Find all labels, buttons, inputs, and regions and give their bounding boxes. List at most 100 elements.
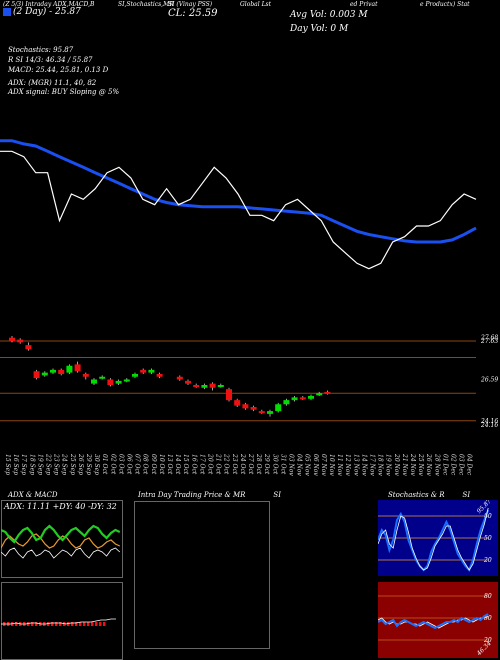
x-tick-label: 17 Sep: [20, 454, 27, 475]
stoch-y-label: 20: [483, 557, 492, 564]
rsi-y-label: 50: [484, 615, 492, 622]
x-tick-label: 23 Oct: [231, 453, 238, 475]
candle-body: [74, 364, 81, 372]
x-tick-label: 03 Nov: [288, 454, 295, 476]
candle-body: [217, 385, 224, 387]
macd-histogram-bar: [55, 622, 58, 626]
x-tick-label: 29 Sep: [85, 453, 92, 475]
macd-histogram-bar: [83, 622, 86, 626]
x-tick-label: 21 Oct: [215, 453, 222, 475]
candle-body: [58, 369, 65, 374]
candle-body: [50, 369, 56, 373]
macd-readout: MACD: 25.44, 25.81, 0.13 D: [8, 66, 109, 74]
macd-histogram-bar: [79, 622, 82, 626]
macd-histogram-bar: [91, 622, 94, 626]
x-tick-label: 26 Sep: [77, 453, 84, 475]
moving-average-line: [0, 139, 477, 244]
candle-body: [226, 389, 232, 401]
x-tick-label: 09 Oct: [150, 454, 157, 475]
candle-body: [267, 411, 273, 414]
price-line: [0, 150, 477, 270]
y-tick-label: 27.63: [480, 338, 498, 345]
x-tick-label: 19 Nov: [385, 454, 392, 476]
macd-histogram-bar: [95, 622, 98, 626]
x-tick-label: 07 Nov: [320, 454, 327, 476]
macd-histogram-bar: [103, 622, 106, 626]
x-tick-label: 01 Oct: [101, 454, 108, 475]
rsi-y-label: 80: [484, 593, 492, 600]
adx-readout: ADX: (MGR) 11.1, 40, 82: [8, 79, 97, 87]
x-tick-label: 17 Nov: [369, 454, 376, 476]
header-line-3: SI (Vinay PSS): [168, 1, 213, 8]
candle-body: [107, 379, 114, 385]
price-ma-chart: [0, 139, 477, 270]
candle-body: [250, 407, 257, 410]
avg-volume: Avg Vol: 0.003 M: [290, 10, 368, 20]
x-tick-label: 14 Oct: [174, 454, 181, 475]
x-tick-label: 04 Nov: [296, 454, 303, 476]
header-line-2: SI,Stochastics,MR: [118, 1, 174, 8]
candle-body: [66, 365, 73, 373]
x-tick-label: 25 Nov: [417, 453, 424, 476]
candle-body: [82, 374, 89, 377]
macd-histogram-bar: [27, 622, 30, 626]
candle-body: [176, 376, 183, 380]
macd-histogram-bar: [87, 622, 90, 626]
candle-body: [308, 396, 314, 399]
candle-body: [25, 345, 32, 350]
close-price: CL: 25.59: [168, 8, 218, 19]
x-tick-label: 24 Nov: [409, 453, 416, 476]
macd-histogram-bar: [31, 622, 34, 626]
header-line-4: Global Lst: [240, 1, 272, 8]
day-volume: Day Vol: 0 M: [290, 24, 349, 34]
x-tick-label: 28 Oct: [255, 453, 262, 475]
macd-histogram-bar: [15, 622, 18, 626]
candle-body: [316, 393, 323, 396]
intraday-panel: [134, 501, 270, 649]
macd-histogram-bar: [47, 622, 50, 626]
x-tick-label: 18 Sep: [28, 454, 35, 475]
x-tick-label: 12 Nov: [344, 454, 351, 476]
x-tick-label: 07 Oct: [134, 454, 141, 475]
x-tick-label: 16 Sep: [12, 454, 19, 475]
x-tick-label: 13 Oct: [166, 454, 173, 475]
x-tick-label: 29 Oct: [263, 453, 270, 475]
rsi-line: [378, 613, 489, 630]
x-tick-label: 04 Dec: [466, 454, 473, 476]
candle-body: [9, 337, 15, 341]
x-tick-label: 14 Nov: [360, 454, 367, 476]
x-tick-label: 26 Nov: [425, 453, 432, 476]
y-tick-label: 24.16: [480, 422, 498, 429]
x-tick-label: 30 Sep: [93, 454, 100, 475]
candle-body: [193, 385, 200, 387]
macd-line: [1, 618, 116, 625]
legend-swatch: [3, 8, 11, 16]
intraday-title: Intra Day Trading Price & MR SI: [138, 491, 281, 499]
x-tick-label: 06 Oct: [126, 454, 133, 475]
candle-body: [209, 383, 216, 388]
x-tick-label: 13 Nov: [352, 454, 359, 476]
candle-body: [299, 397, 306, 400]
stochastics-readout: Stochastics: 95.87: [8, 46, 74, 54]
candle-body: [258, 411, 265, 414]
rsi-panel: [378, 582, 498, 658]
header-line-5: ed Privat: [350, 1, 378, 8]
candle-body: [234, 400, 241, 406]
candle-body: [33, 371, 40, 379]
x-tick-label: 22 Oct: [223, 453, 230, 475]
adx-lines: [1, 524, 121, 559]
x-tick-label: 30 Oct: [271, 454, 278, 475]
candle-body: [148, 369, 155, 373]
stoch-d-line: [378, 507, 489, 571]
x-tick-label: 28 Nov: [433, 453, 440, 476]
candle-body: [201, 385, 208, 388]
y-tick-label: 24.16: [480, 418, 498, 425]
candle-body: [115, 380, 122, 384]
x-tick-label: 19 Sep: [36, 454, 43, 475]
macd-histogram-bar: [35, 622, 38, 626]
macd-histogram-bar: [99, 622, 102, 626]
x-tick-label: 15 Sep: [4, 454, 11, 475]
x-tick-label: 08 Oct: [142, 454, 149, 475]
